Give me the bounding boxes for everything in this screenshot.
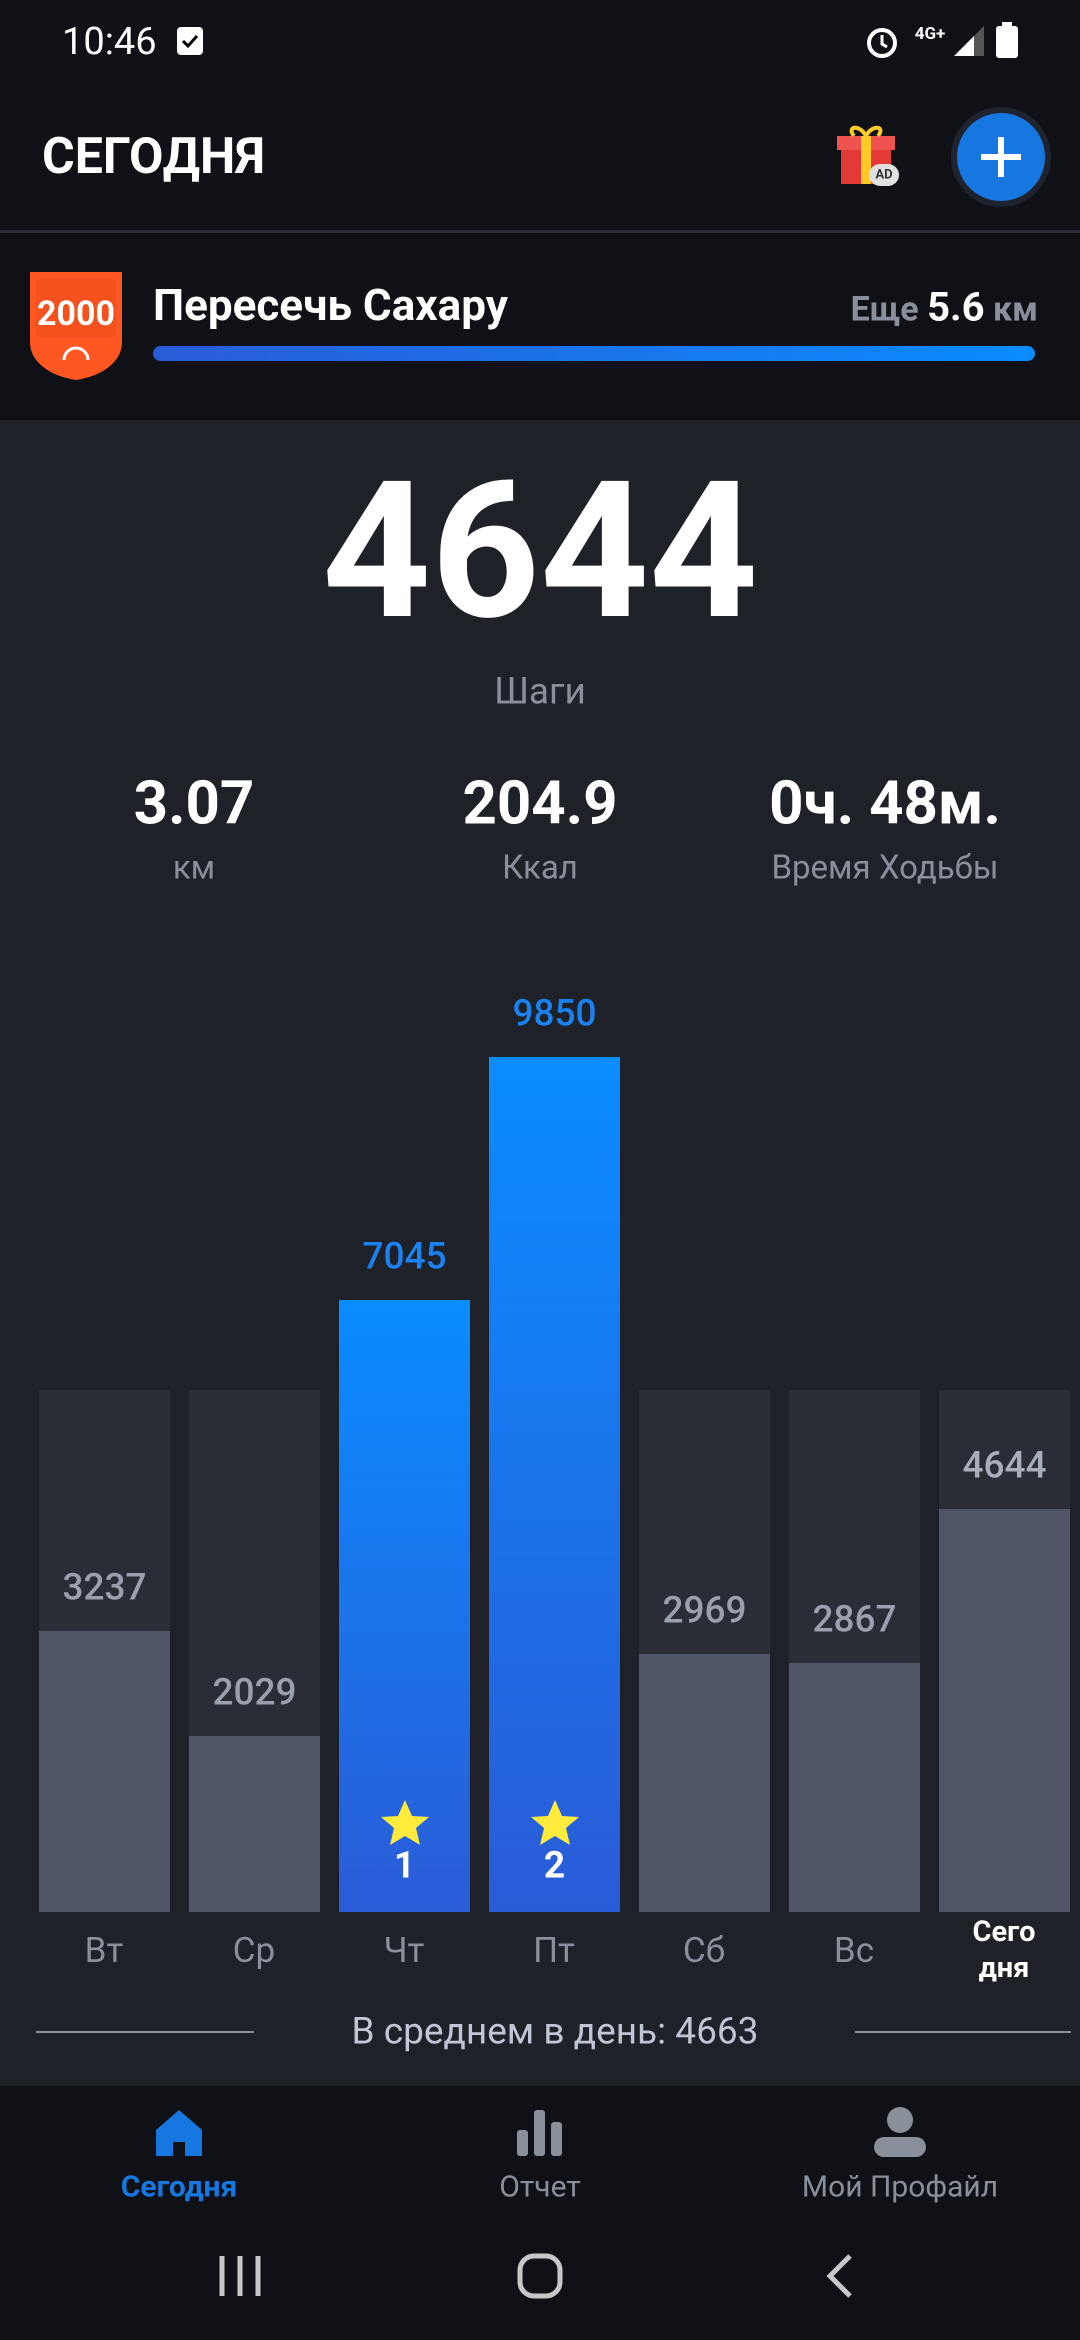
profile-icon[interactable] [873,2106,927,2158]
star-icon [531,1800,579,1845]
badge-label: 2000 [36,294,116,334]
bar [639,1654,770,1912]
home-icon[interactable] [154,2108,204,2158]
stat-label: Время Ходьбы [771,848,999,888]
stat-value: 3.07 [133,767,255,839]
status-time: 10:46 [62,20,157,64]
x-tick-label: Сегодня [972,1915,1036,1985]
x-tick-label: Вт [84,1930,124,1971]
stat-value: 204.9 [462,767,618,839]
signal-icon [954,26,984,56]
network-label: 4G+ [914,24,946,44]
divider [36,2031,254,2033]
gift-button[interactable] [835,122,901,188]
battery-icon [996,22,1018,58]
separator [0,230,1080,233]
star-icon [381,1800,429,1845]
nav-label[interactable]: Мой Профайл [801,2169,999,2205]
x-tick-label: Пт [533,1930,575,1971]
value-label: 4644 [962,1444,1047,1488]
value-label: 9850 [512,992,597,1036]
add-button[interactable] [949,105,1053,209]
header-title: СЕГОДНЯ [42,128,265,186]
remaining-unit: км [993,289,1038,330]
alarm-icon [867,28,897,58]
steps-count: 4644 [321,441,759,663]
x-tick-label: Чт [383,1930,425,1971]
bar [189,1735,320,1912]
value-label: 2029 [212,1671,297,1715]
bar [39,1631,170,1912]
star-rank: 2 [543,1844,566,1888]
progress-bar [153,346,1035,361]
challenge-title: Пересечь Сахару [153,279,508,331]
value-label: 3237 [62,1566,147,1610]
value-label: 2867 [812,1598,897,1642]
nav-label[interactable]: Отчет [499,2169,581,2205]
ad-badge: AD [875,167,893,183]
star-rank: 1 [393,1844,416,1888]
remaining-prefix: Еще [850,289,919,330]
challenge-badge [30,272,122,380]
value-label: 2969 [662,1589,747,1633]
x-tick-label: Вс [833,1930,875,1971]
bar [339,1300,470,1912]
challenge-remaining: Еще 5.6 км [851,284,1038,331]
stat-label: км [172,848,216,888]
x-tick-label: Сб [682,1930,726,1971]
remaining-value: 5.6 [927,283,985,331]
average: В среднем в день: 4663 [351,2010,759,2054]
system-nav [219,2253,852,2299]
steps-label: Шаги [494,670,586,714]
value-label: 7045 [362,1235,447,1279]
bar [489,1057,620,1912]
stat-value: 0ч. 48м. [769,767,1001,839]
report-icon[interactable] [515,2108,565,2158]
divider [855,2031,1071,2033]
check-icon [177,27,203,55]
stat-label: Ккал [502,848,578,888]
bar [789,1663,920,1912]
nav-label[interactable]: Сегодня [120,2169,238,2205]
bar [939,1508,1070,1912]
x-tick-label: Ср [232,1930,276,1971]
